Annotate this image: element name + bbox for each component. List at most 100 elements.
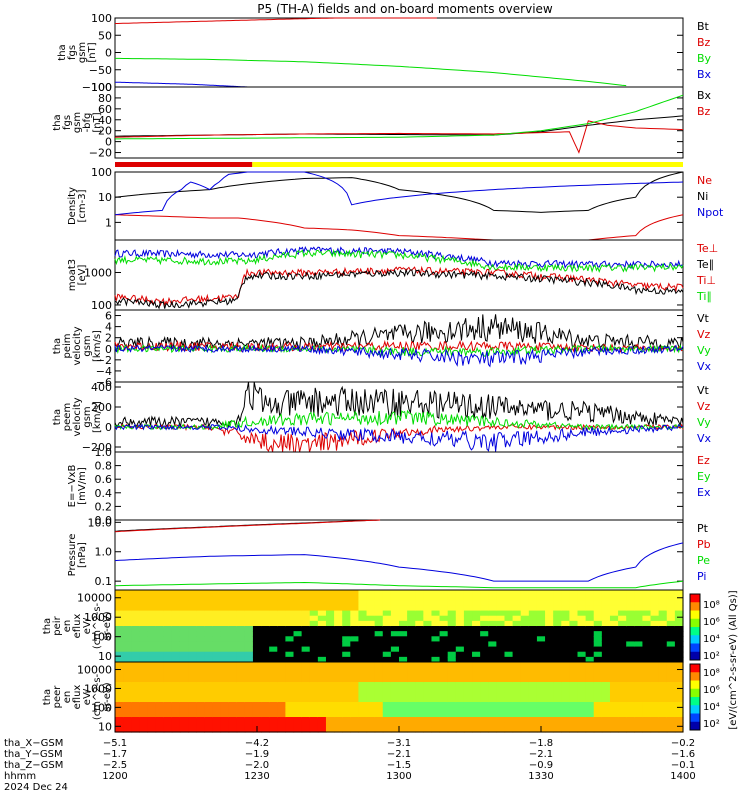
heatmap-cell xyxy=(252,656,262,663)
heatmap-cell xyxy=(220,687,230,693)
heatmap-cell xyxy=(472,662,481,668)
heatmap-cell xyxy=(634,605,644,612)
heatmap-cell xyxy=(252,600,262,607)
heatmap-cell xyxy=(674,727,684,733)
heatmap-cell xyxy=(139,727,149,733)
heatmap-cell xyxy=(553,590,562,596)
heatmap-cell xyxy=(553,697,562,703)
heatmap-cell xyxy=(634,646,644,653)
heatmap-cell xyxy=(536,615,546,622)
heatmap-cell xyxy=(480,692,489,698)
heatmap-cell xyxy=(317,615,327,622)
heatmap-cell xyxy=(277,626,286,632)
heatmap-cell xyxy=(236,651,246,658)
heatmap-cell xyxy=(236,687,246,693)
heatmap-cell xyxy=(293,656,303,663)
y-tick-label: 0.8 xyxy=(95,460,113,473)
heatmap-cell xyxy=(658,707,668,713)
heatmap-cell xyxy=(674,662,684,668)
heatmap-cell xyxy=(358,707,368,713)
heatmap-cell xyxy=(261,712,270,718)
heatmap-cell xyxy=(277,662,286,668)
heatmap-cell xyxy=(163,702,173,708)
y-tick-label: 0.0 xyxy=(95,514,113,527)
heatmap-cell xyxy=(382,605,392,612)
heatmap-cell xyxy=(569,712,579,718)
heatmap-cell xyxy=(415,600,424,607)
heatmap-cell xyxy=(528,656,538,663)
heatmap-cell xyxy=(123,641,132,648)
heatmap-cell xyxy=(658,702,668,708)
heatmap-cell xyxy=(423,672,433,678)
heatmap-cell xyxy=(147,702,157,708)
heatmap-cell xyxy=(601,717,611,723)
heatmap-cell xyxy=(399,646,408,653)
heatmap-cell xyxy=(196,727,205,733)
heatmap-cell xyxy=(561,641,570,648)
heatmap-cell xyxy=(228,702,238,708)
heatmap-cell xyxy=(350,615,360,622)
heatmap-cell xyxy=(317,677,327,683)
heatmap-cell xyxy=(123,672,132,678)
legend-label: By xyxy=(697,52,712,65)
heatmap-cell xyxy=(293,662,303,668)
heatmap-cell xyxy=(545,615,554,622)
heatmap-cell xyxy=(609,610,619,617)
heatmap-cell xyxy=(131,707,140,713)
heatmap-cell xyxy=(309,697,319,703)
heatmap-cell xyxy=(423,626,433,632)
heatmap-cell xyxy=(374,590,384,596)
heatmap-cell xyxy=(188,620,197,627)
heatmap-cell xyxy=(593,667,603,673)
heatmap-cell xyxy=(309,692,319,698)
heatmap-cell xyxy=(123,590,132,596)
heatmap-cell xyxy=(561,600,570,607)
heatmap-cell xyxy=(520,697,530,703)
heatmap-cell xyxy=(188,662,197,668)
heatmap-cell xyxy=(131,615,140,622)
heatmap-cell xyxy=(366,667,376,673)
heatmap-cell xyxy=(577,631,587,637)
heatmap-cell xyxy=(131,646,140,653)
heatmap-cell xyxy=(569,672,579,678)
heatmap-cell xyxy=(634,631,644,637)
heatmap-cell xyxy=(325,717,335,723)
heatmap-cell xyxy=(496,651,506,658)
heatmap-cell xyxy=(212,646,222,653)
heatmap-cell xyxy=(423,605,433,612)
heatmap-cell xyxy=(399,712,408,718)
heatmap-cell xyxy=(455,667,465,673)
heatmap-cell xyxy=(504,687,514,693)
heatmap-cell xyxy=(601,697,611,703)
y-tick-label: 10000 xyxy=(77,664,112,677)
heatmap-cell xyxy=(431,620,441,627)
heatmap-cell xyxy=(431,646,441,653)
heatmap-cell xyxy=(455,610,465,617)
heatmap-cell xyxy=(366,641,376,648)
colorbar-swatch xyxy=(690,705,700,714)
heatmap-cell xyxy=(123,717,132,723)
heatmap-cell xyxy=(618,646,627,653)
y-tick-label: 100 xyxy=(91,299,112,312)
heatmap-cell xyxy=(585,631,595,637)
heatmap-cell xyxy=(431,615,441,622)
heatmap-cell xyxy=(609,692,619,698)
heatmap-cell xyxy=(561,610,570,617)
heatmap-cell xyxy=(382,646,392,653)
heatmap-cell xyxy=(390,600,400,607)
heatmap-cell xyxy=(561,712,570,718)
heatmap-cell xyxy=(472,646,481,653)
heatmap-cell xyxy=(252,682,262,688)
heatmap-cell xyxy=(626,707,635,713)
heatmap-cell xyxy=(317,595,327,601)
heatmap-cell xyxy=(480,600,489,607)
heatmap-cell xyxy=(236,615,246,622)
heatmap-cell xyxy=(382,600,392,607)
heatmap-cell xyxy=(317,651,327,658)
heatmap-cell xyxy=(407,667,416,673)
heatmap-cell xyxy=(228,590,238,596)
heatmap-cell xyxy=(123,605,132,612)
heatmap-cell xyxy=(480,687,489,693)
heatmap-cell xyxy=(496,707,506,713)
heatmap-cell xyxy=(488,677,497,683)
